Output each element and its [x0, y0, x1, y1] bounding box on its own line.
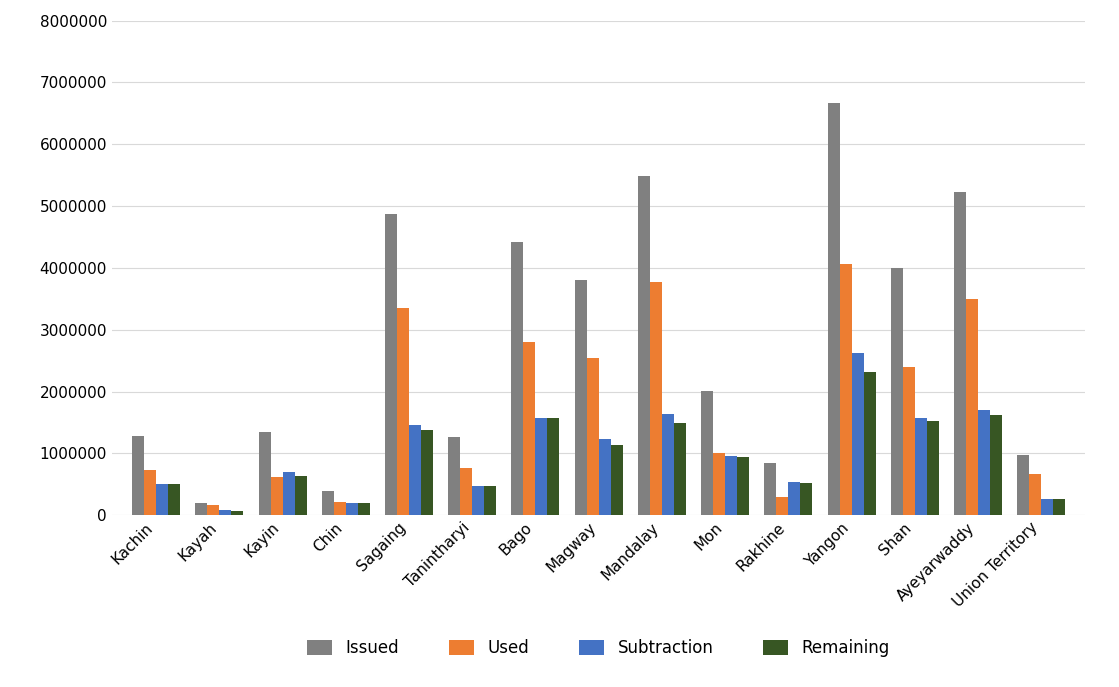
Bar [472, 486, 485, 515]
Bar [599, 439, 611, 515]
Bar [1041, 499, 1053, 515]
Bar [449, 438, 460, 515]
Bar [232, 511, 244, 515]
Bar [1053, 499, 1065, 515]
Bar [864, 372, 875, 515]
Bar [283, 472, 294, 515]
Bar [485, 486, 496, 515]
Bar [322, 491, 333, 515]
Bar [966, 299, 978, 515]
Bar [788, 482, 800, 515]
Bar [914, 418, 927, 515]
Bar [547, 418, 560, 515]
Bar [852, 353, 864, 515]
Bar [294, 475, 307, 515]
Bar [1017, 455, 1029, 515]
Bar [207, 505, 219, 515]
Bar [385, 214, 397, 515]
Bar [800, 483, 812, 515]
Bar [1029, 474, 1041, 515]
Bar [575, 280, 586, 515]
Bar [397, 308, 410, 515]
Bar [168, 484, 180, 515]
Bar [410, 425, 421, 515]
Bar [828, 104, 839, 515]
Bar [586, 357, 599, 515]
Bar [650, 282, 661, 515]
Bar [661, 414, 674, 515]
Bar [333, 502, 346, 515]
Bar [460, 469, 472, 515]
Bar [524, 342, 536, 515]
Bar [978, 409, 990, 515]
Bar [346, 503, 358, 515]
Bar [891, 268, 903, 515]
Bar [157, 484, 168, 515]
Bar [511, 242, 524, 515]
Bar [839, 264, 852, 515]
Bar [271, 477, 283, 515]
Bar [611, 445, 622, 515]
Bar [702, 391, 713, 515]
Bar [713, 453, 725, 515]
Bar [638, 177, 650, 515]
Bar [144, 470, 157, 515]
Bar [737, 457, 749, 515]
Bar [196, 503, 207, 515]
Bar [358, 503, 369, 515]
Bar [536, 418, 547, 515]
Bar [421, 430, 433, 515]
Legend: Issued, Used, Subtraction, Remaining: Issued, Used, Subtraction, Remaining [301, 633, 896, 664]
Bar [927, 421, 939, 515]
Bar [903, 367, 914, 515]
Bar [990, 415, 1002, 515]
Bar [953, 192, 966, 515]
Bar [674, 423, 686, 515]
Bar [258, 432, 271, 515]
Bar [132, 436, 144, 515]
Bar [777, 497, 788, 515]
Bar [764, 463, 777, 515]
Bar [219, 510, 232, 515]
Bar [725, 456, 737, 515]
